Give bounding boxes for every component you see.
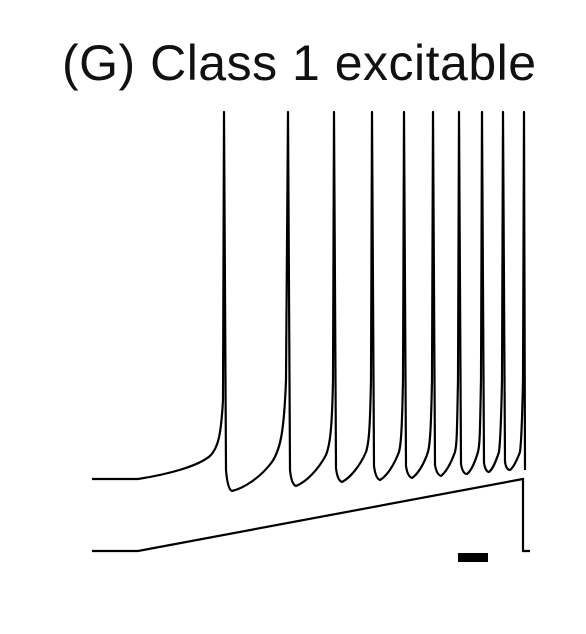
membrane-potential-trace: [92, 110, 527, 493]
scale-bar: [458, 553, 488, 562]
panel-title: (G) Class 1 excitable: [62, 35, 537, 91]
stimulus-ramp-trace: [92, 477, 530, 553]
ramp-current-path: [92, 477, 530, 553]
voltage-trace-path: [92, 110, 527, 493]
